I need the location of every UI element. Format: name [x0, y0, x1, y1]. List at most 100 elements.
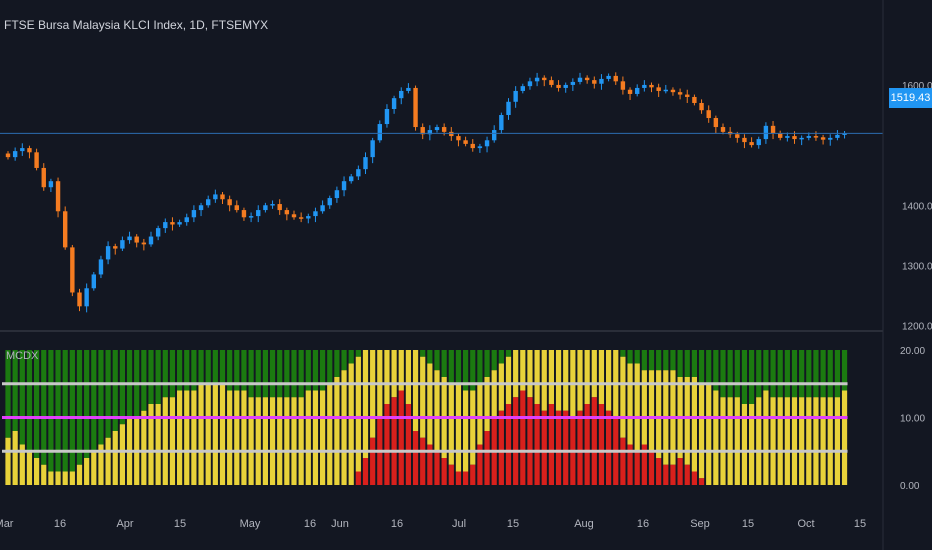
mcdx-bar-red [520, 390, 526, 485]
mcdx-bar-yellow [362, 350, 369, 458]
candle [227, 199, 232, 206]
mcdx-bar-yellow [269, 397, 276, 485]
candle [685, 94, 690, 97]
mcdx-bar-yellow [191, 390, 197, 485]
candle [820, 137, 826, 140]
mcdx-bar-yellow [148, 404, 154, 485]
x-tick-label: Sep [690, 518, 710, 530]
mcdx-bar-green [62, 350, 68, 472]
candle [756, 139, 761, 146]
mcdx-bar-yellow [48, 471, 54, 485]
mcdx-bar-red [513, 397, 519, 485]
mcdx-bar-green [234, 350, 240, 391]
mcdx-bar-yellow [398, 350, 404, 391]
mcdx-bar-green [827, 350, 833, 398]
mcdx-bar-yellow [563, 350, 569, 411]
mcdx-bar-yellow [648, 370, 655, 452]
candle [213, 194, 218, 200]
candle [627, 89, 633, 94]
mcdx-bar-green [656, 350, 662, 371]
candle [677, 92, 683, 95]
mcdx-bar-red [455, 471, 462, 485]
mcdx-bar-yellow [91, 451, 97, 485]
candle [127, 236, 132, 241]
mcdx-bar-yellow [76, 464, 83, 485]
mcdx-bar-yellow [763, 390, 769, 485]
mcdx-bar-yellow [713, 390, 719, 485]
mcdx-bar-green [491, 350, 497, 371]
candle [813, 136, 819, 138]
candle [177, 222, 182, 225]
mcdx-bar-yellow [255, 397, 261, 485]
mcdx-bar-green [484, 350, 490, 377]
candle [234, 205, 239, 211]
mcdx-bar-red [634, 451, 640, 485]
mcdx-pane[interactable] [2, 350, 848, 485]
chart-title: FTSE Bursa Malaysia KLCI Index, 1D, FTSE… [4, 18, 269, 32]
mcdx-bar-green [670, 350, 676, 371]
mcdx-bar-green [620, 350, 626, 357]
mcdx-bar-yellow [455, 383, 462, 472]
x-tick-label: Oct [797, 518, 814, 530]
mcdx-bar-green [348, 350, 354, 364]
candle [148, 236, 154, 245]
mcdx-bar-green [41, 350, 47, 465]
mcdx-bar-red [355, 471, 361, 485]
mcdx-bar-red [427, 444, 433, 485]
mcdx-bar-green [198, 350, 204, 384]
mcdx-bar-yellow [770, 397, 776, 485]
x-tick-label: 15 [742, 518, 754, 530]
mcdx-bar-green [205, 350, 211, 384]
mcdx-bar-green [312, 350, 319, 391]
mcdx-bar-green [720, 350, 726, 398]
mcdx-bar-red [505, 404, 512, 485]
mcdx-bar-green [734, 350, 740, 398]
mcdx-bar-green [691, 350, 697, 377]
mcdx-bar-green [219, 350, 226, 384]
candle [427, 130, 433, 135]
mcdx-bar-green [105, 350, 111, 438]
mcdx-bar-green [741, 350, 748, 404]
mcdx-bar-yellow [577, 350, 583, 411]
candle [413, 87, 418, 128]
mcdx-bar-yellow [284, 397, 290, 485]
candle [306, 216, 311, 219]
mcdx-bar-yellow [227, 390, 233, 485]
candle [456, 136, 461, 141]
mcdx-bar-yellow [513, 350, 519, 398]
candle [606, 75, 611, 79]
indicator-label: MCDX [6, 350, 39, 362]
candle [663, 89, 668, 92]
x-tick-label: Jun [331, 518, 349, 530]
mcdx-bar-yellow [69, 471, 75, 485]
mcdx-bar-red [534, 404, 540, 485]
mcdx-bar-green [813, 350, 819, 398]
price-pane[interactable] [0, 72, 883, 313]
mcdx-bar-yellow [327, 383, 333, 485]
mcdx-bar-green [248, 350, 254, 398]
mcdx-bar-red [620, 437, 626, 485]
candle [549, 80, 554, 85]
mcdx-bar-yellow [591, 350, 597, 398]
candle [27, 148, 32, 153]
candle [141, 242, 147, 245]
mcdx-bar-yellow [434, 370, 440, 452]
mcdx-bar-red [484, 431, 490, 485]
mcdx-bar-red [591, 397, 597, 485]
mcdx-bar-yellow [727, 397, 733, 485]
mcdx-bar-yellow [119, 424, 125, 485]
mcdx-bar-yellow [355, 356, 361, 472]
candle [384, 109, 390, 125]
candle [70, 247, 75, 293]
price-tick-label: 1300.00 [902, 261, 932, 272]
candle [34, 152, 39, 168]
mcdx-bar-red [420, 437, 426, 485]
x-tick-label: Aug [574, 518, 594, 530]
mcdx-tick-label: 20.00 [900, 346, 925, 357]
mcdx-bar-yellow [505, 356, 512, 404]
candle [613, 75, 618, 82]
candle [206, 199, 211, 206]
candle [313, 211, 318, 217]
